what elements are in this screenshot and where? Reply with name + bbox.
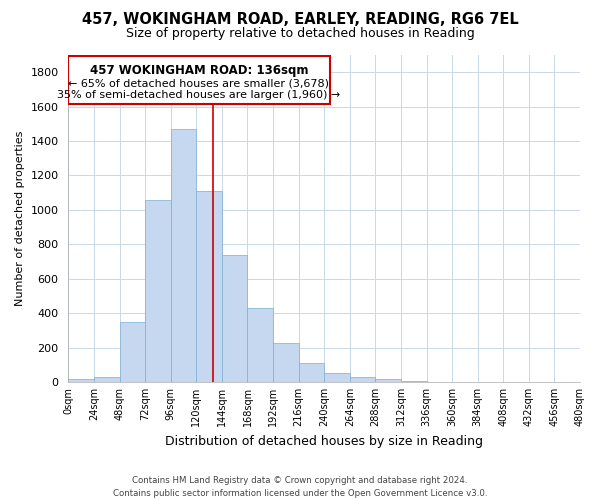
- Text: 35% of semi-detached houses are larger (1,960) →: 35% of semi-detached houses are larger (…: [58, 90, 341, 101]
- Bar: [273, 344, 299, 382]
- Bar: [68, 56, 329, 104]
- Bar: [196, 191, 222, 382]
- Bar: [119, 322, 145, 382]
- Text: ← 65% of detached houses are smaller (3,678): ← 65% of detached houses are smaller (3,…: [68, 78, 329, 88]
- Bar: [350, 377, 376, 382]
- Bar: [324, 372, 350, 382]
- Bar: [299, 363, 324, 382]
- Bar: [145, 200, 171, 382]
- Bar: [171, 129, 196, 382]
- Bar: [94, 377, 119, 382]
- Bar: [222, 254, 247, 382]
- Text: 457 WOKINGHAM ROAD: 136sqm: 457 WOKINGHAM ROAD: 136sqm: [90, 64, 308, 78]
- Text: Size of property relative to detached houses in Reading: Size of property relative to detached ho…: [125, 28, 475, 40]
- Bar: [401, 381, 427, 382]
- Bar: [376, 378, 401, 382]
- Text: 457, WOKINGHAM ROAD, EARLEY, READING, RG6 7EL: 457, WOKINGHAM ROAD, EARLEY, READING, RG…: [82, 12, 518, 28]
- Bar: [247, 308, 273, 382]
- Bar: [68, 380, 94, 382]
- Text: Contains HM Land Registry data © Crown copyright and database right 2024.
Contai: Contains HM Land Registry data © Crown c…: [113, 476, 487, 498]
- X-axis label: Distribution of detached houses by size in Reading: Distribution of detached houses by size …: [165, 434, 483, 448]
- Y-axis label: Number of detached properties: Number of detached properties: [15, 131, 25, 306]
